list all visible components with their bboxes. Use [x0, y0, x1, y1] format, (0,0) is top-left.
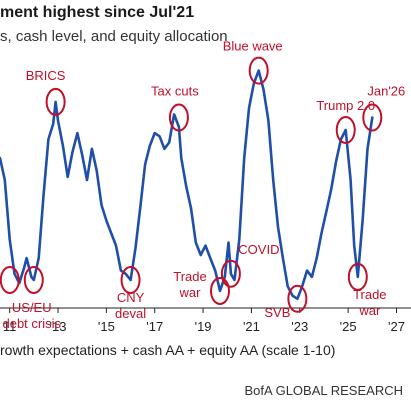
annotation-label: Trade	[353, 287, 386, 302]
annotation-label: deval	[115, 306, 146, 321]
annotation-ring	[168, 103, 189, 132]
annotation-label: Blue wave	[223, 39, 283, 54]
annotation-label: Trump 2.0	[316, 98, 375, 113]
x-tick-label: '23	[291, 319, 308, 334]
axis-caption: rowth expectations + cash AA + equity AA…	[0, 342, 336, 358]
annotation-label: debt crisis	[2, 316, 61, 331]
annotation-label: COVID	[238, 242, 279, 257]
x-tick-label: '25	[340, 319, 357, 334]
x-tick-label: '21	[243, 319, 260, 334]
annotation-label: BRICS	[26, 68, 66, 83]
annotation-label: war	[358, 303, 381, 318]
annotation-ring	[120, 266, 141, 294]
x-tick-label: '19	[195, 319, 212, 334]
annotation-ring	[0, 266, 20, 294]
annotation-label: US/EU	[12, 300, 52, 315]
annotation-ring	[362, 103, 383, 132]
annotation-ring	[248, 56, 269, 85]
annotation-ring	[23, 266, 44, 294]
annotation-label: SVB	[264, 305, 290, 320]
annotation-ring	[347, 262, 368, 291]
annotation-label: Jan'26	[367, 84, 405, 99]
x-tick-label: '17	[146, 319, 163, 334]
x-tick-label: 11	[3, 319, 17, 334]
annotation-ring	[287, 284, 308, 313]
source-label: BofA GLOBAL RESEARCH	[244, 383, 403, 398]
chart-subtitle: s, cash level, and equity allocation	[0, 28, 228, 45]
x-tick-label: '13	[50, 319, 67, 334]
chart-title: ment highest since Jul'21	[0, 4, 195, 21]
annotation-label: CNY	[117, 290, 145, 305]
annotation-label: war	[179, 285, 202, 300]
series-line	[0, 69, 374, 301]
annotation-label: Trade	[173, 269, 206, 284]
annotation-ring	[335, 116, 356, 144]
annotation-label: Tax cuts	[151, 84, 199, 99]
x-tick-label: '27	[388, 319, 405, 334]
x-tick-label: '15	[98, 319, 115, 334]
annotation-ring	[210, 276, 231, 305]
annotation-ring	[45, 87, 66, 116]
annotation-ring	[220, 259, 241, 288]
